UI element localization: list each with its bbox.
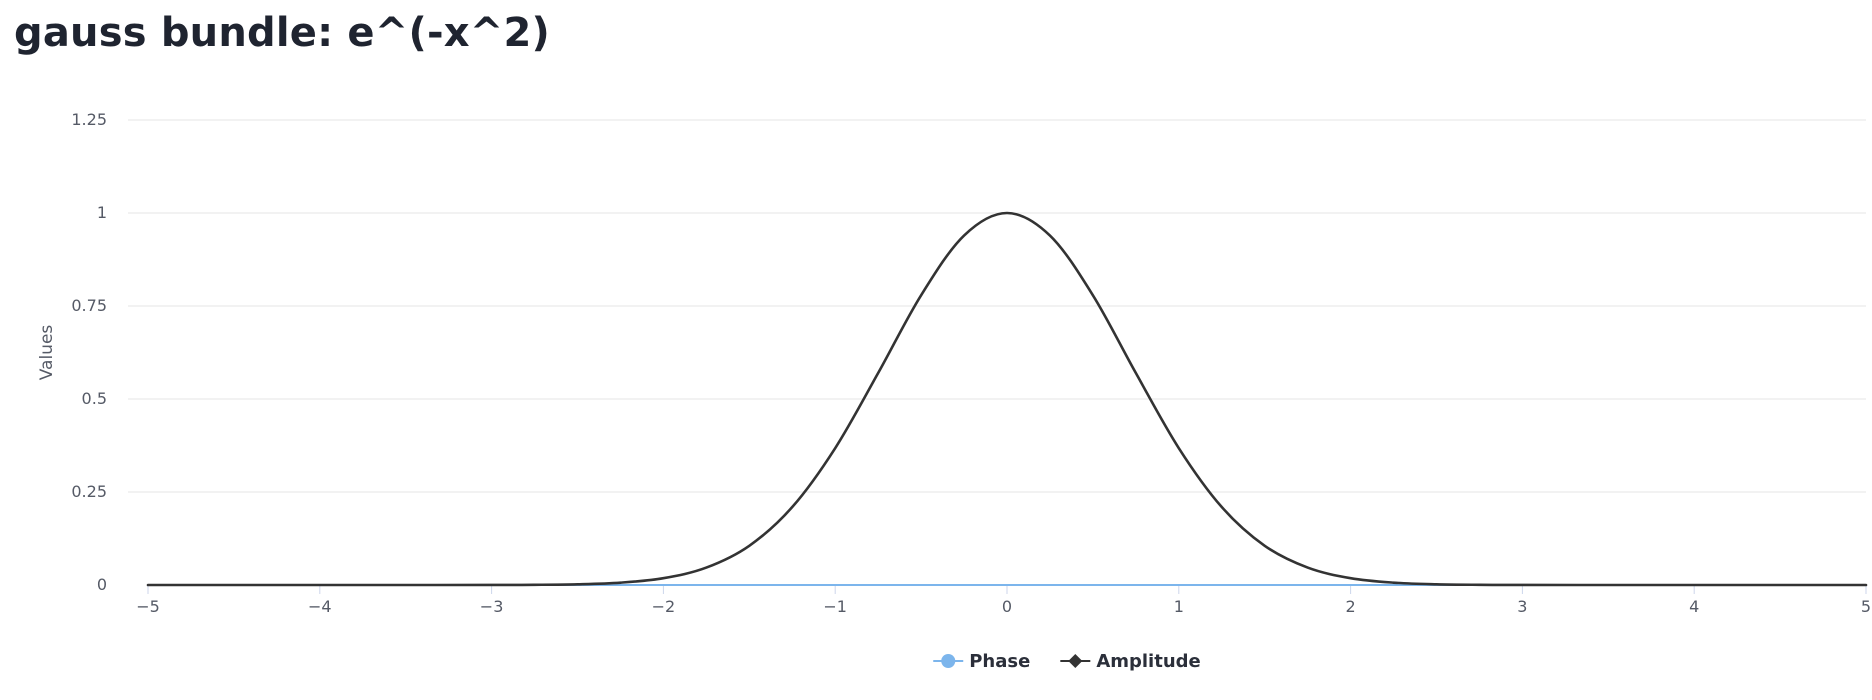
- x-tick-label: −2: [652, 597, 676, 616]
- axes: 0 0.25 0.5 0.75 1 1.25 −5 −4 −3 −2 −1 0 1 2 3 4 5 Values: [37, 110, 1871, 616]
- x-tick-label: −3: [480, 597, 504, 616]
- x-tick-label: 3: [1517, 597, 1527, 616]
- legend-marker-diamond-icon: [1068, 654, 1083, 668]
- y-tick-label: 1: [97, 203, 107, 222]
- x-tick-label: 5: [1861, 597, 1871, 616]
- legend-item-amplitude[interactable]: Amplitude: [1060, 651, 1201, 672]
- legend-marker-circle-icon: [941, 654, 956, 668]
- x-tick-label: −1: [823, 597, 847, 616]
- legend[interactable]: Phase Amplitude: [933, 651, 1201, 672]
- x-tick-label: −4: [308, 597, 332, 616]
- y-tick-label: 1.25: [71, 110, 107, 129]
- y-tick-label: 0: [97, 575, 107, 594]
- x-tick-label: 1: [1174, 597, 1184, 616]
- y-tick-label: 0.75: [71, 296, 107, 315]
- series-line-amplitude[interactable]: [146, 211, 1868, 587]
- x-tick-label: 4: [1689, 597, 1699, 616]
- y-tick-label: 0.25: [71, 482, 107, 501]
- x-tick-label: 0: [1002, 597, 1012, 616]
- legend-label-amplitude[interactable]: Amplitude: [1096, 651, 1200, 672]
- y-tick-label: 0.5: [82, 389, 107, 408]
- legend-item-phase[interactable]: Phase: [933, 651, 1030, 672]
- x-tick-label: −5: [136, 597, 160, 616]
- gridlines: [128, 119, 1866, 493]
- x-tick-label: 2: [1346, 597, 1356, 616]
- legend-label-phase[interactable]: Phase: [969, 651, 1030, 672]
- y-axis-title: Values: [37, 325, 57, 381]
- chart-title: gauss bundle: e^(-x^2): [14, 10, 550, 56]
- series-lines[interactable]: [146, 211, 1868, 587]
